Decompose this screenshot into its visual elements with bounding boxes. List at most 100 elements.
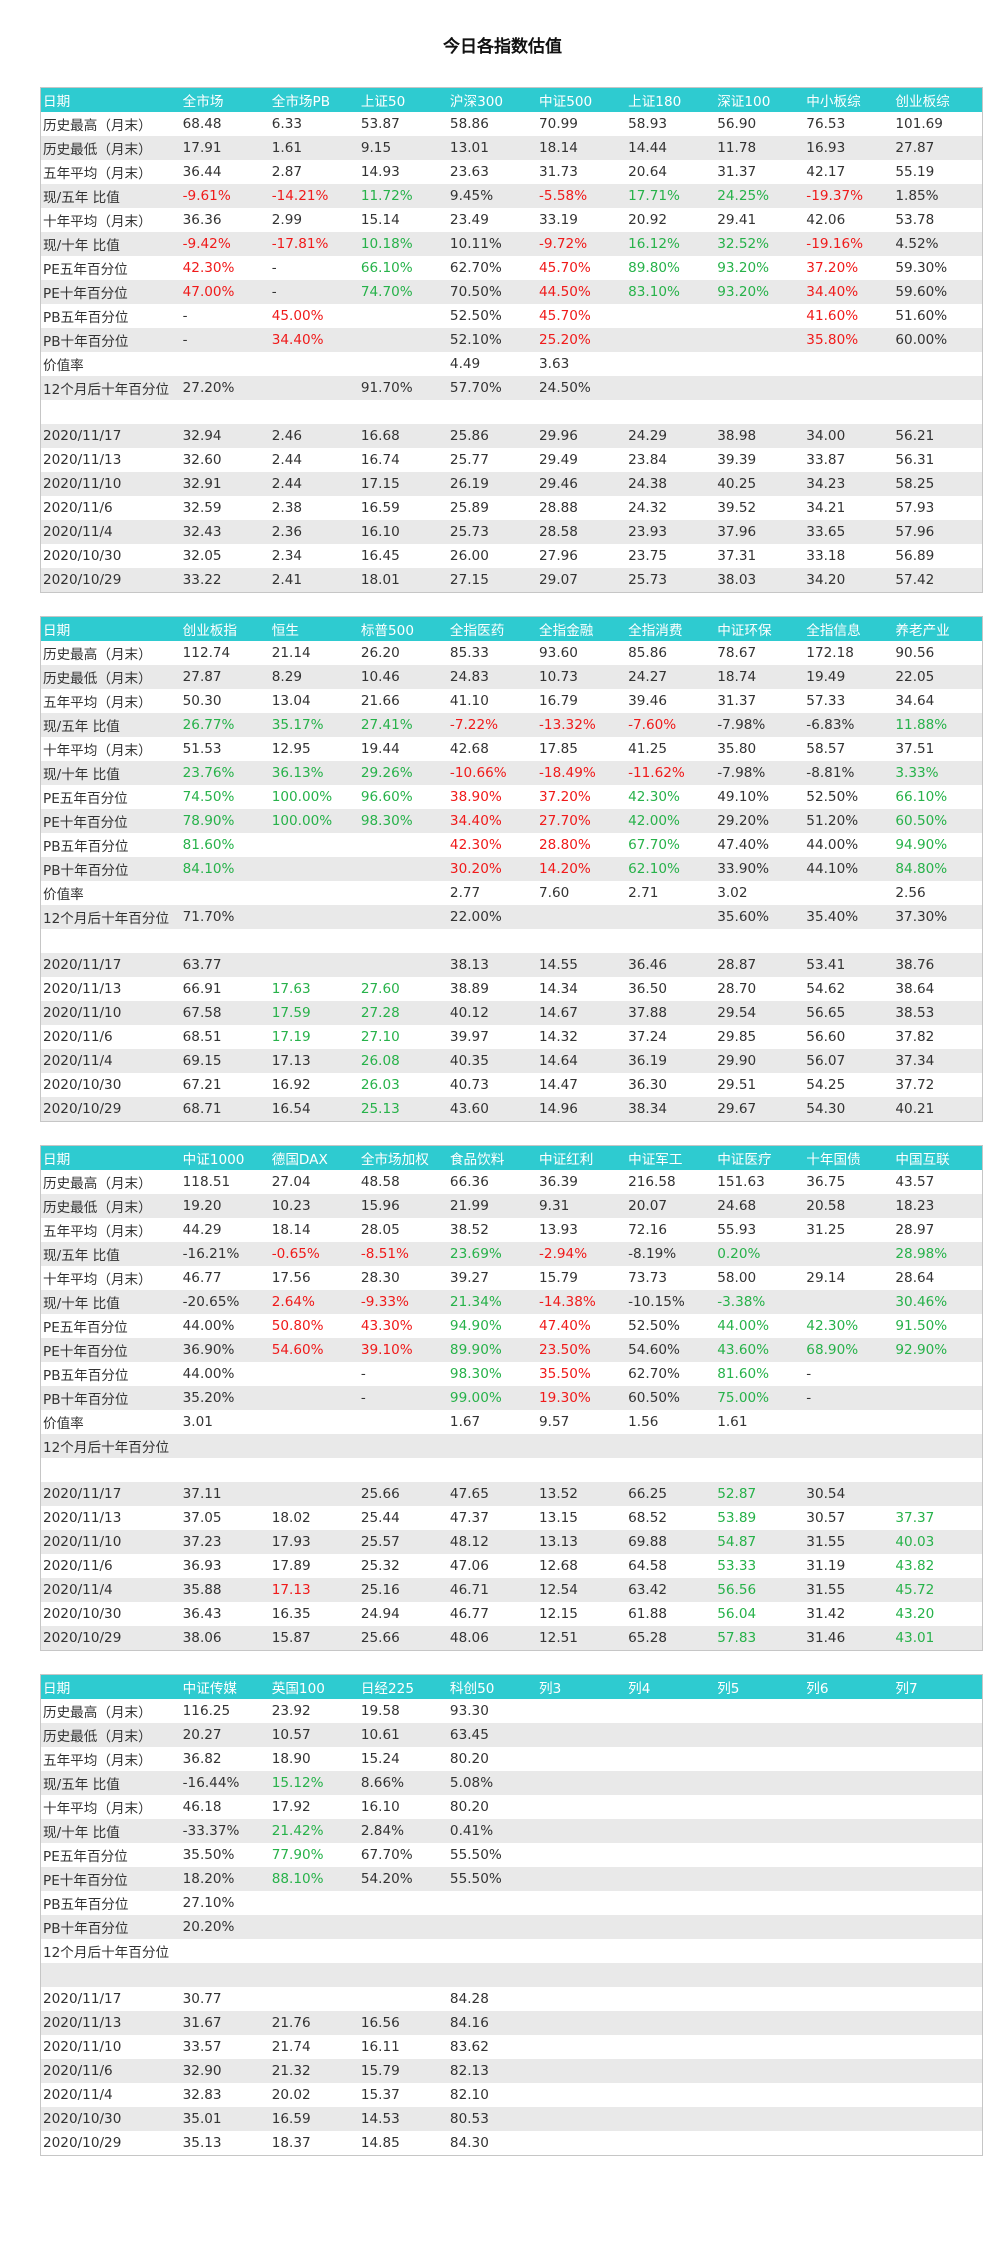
table-cell: 77.90%: [269, 1843, 359, 1867]
table-cell: 11.88%: [893, 713, 983, 737]
table-cell: [358, 1434, 448, 1458]
column-header: 列5: [715, 1674, 805, 1699]
table-cell: 27.15: [447, 568, 538, 593]
table-cell: 70.50%: [447, 280, 538, 304]
table-cell: [626, 905, 716, 929]
table-cell: 54.30: [804, 1097, 894, 1122]
table-cell: [358, 1891, 448, 1915]
table-cell: 29.26%: [358, 761, 448, 785]
table-cell: 36.46: [626, 953, 716, 977]
table-cell: 64.58: [626, 1554, 716, 1578]
table-cell: 48.06: [447, 1626, 538, 1651]
table-cell: 29.96: [537, 424, 627, 448]
table-cell: 52.50%: [447, 304, 538, 328]
table-cell: 25.20%: [537, 328, 627, 352]
table-cell: 85.86: [626, 641, 716, 665]
table-cell: 32.52%: [715, 232, 805, 256]
table-row: 价值率 4.49 3.63: [40, 352, 983, 376]
table-cell: 10.73: [537, 665, 627, 689]
table-cell: [537, 1723, 627, 1747]
table-cell: [180, 1939, 270, 1963]
table-cell: [626, 1771, 716, 1795]
table-cell: 56.04: [715, 1602, 805, 1626]
row-label: 现/十年 比值: [40, 1819, 181, 1843]
row-label: 2020/11/4: [40, 1049, 181, 1073]
table-cell: 35.17%: [269, 713, 359, 737]
table-cell: [537, 1939, 627, 1963]
column-header: 中证红利: [537, 1145, 627, 1170]
table-cell: -2.94%: [537, 1242, 627, 1266]
column-header: 英国100: [269, 1674, 359, 1699]
table-cell: 10.11%: [447, 232, 538, 256]
table-cell: 17.85: [537, 737, 627, 761]
table-cell: [715, 400, 805, 424]
row-label: 2020/11/6: [40, 1554, 181, 1578]
table-cell: 93.30: [447, 1699, 538, 1723]
column-header: 中小板综: [804, 87, 894, 112]
table-cell: 90.56: [893, 641, 983, 665]
table-cell: [715, 1987, 805, 2011]
table-cell: 63.42: [626, 1578, 716, 1602]
row-label: [40, 1963, 181, 1987]
row-label: 2020/11/17: [40, 953, 181, 977]
table-cell: 12.68: [537, 1554, 627, 1578]
table-cell: 25.73: [447, 520, 538, 544]
table-row: PE十年百分位 36.90% 54.60% 39.10% 89.90% 23.50% 54.…: [40, 1338, 983, 1362]
table-row: 2020/11/4 32.43 2.36 16.10 25.73 28.58 23.93 37…: [40, 520, 983, 544]
table-cell: [447, 1458, 538, 1482]
row-label: 2020/11/13: [40, 977, 181, 1001]
table-cell: 47.06: [447, 1554, 538, 1578]
row-label: 现/十年 比值: [40, 232, 181, 256]
table-cell: [358, 833, 448, 857]
table-cell: 58.57: [804, 737, 894, 761]
row-label: 2020/11/6: [40, 496, 181, 520]
row-label: 2020/10/29: [40, 568, 181, 593]
table-cell: 25.66: [358, 1626, 448, 1651]
table-cell: [626, 1939, 716, 1963]
table-cell: 29.67: [715, 1097, 805, 1122]
table-cell: 42.30%: [180, 256, 270, 280]
table-cell: -6.83%: [804, 713, 894, 737]
row-label: 十年平均（月末）: [40, 1795, 181, 1819]
table-cell: 39.27: [447, 1266, 538, 1290]
table-cell: [537, 1915, 627, 1939]
table-cell: 37.31: [715, 544, 805, 568]
column-header: 列6: [804, 1674, 894, 1699]
table-cell: 40.73: [447, 1073, 538, 1097]
row-label: 价值率: [40, 881, 181, 905]
table-cell: [893, 1482, 983, 1506]
table-cell: [626, 352, 716, 376]
table-cell: 29.46: [537, 472, 627, 496]
row-label: 历史最低（月末）: [40, 1194, 181, 1218]
table-cell: 56.56: [715, 1578, 805, 1602]
table-cell: [537, 905, 627, 929]
row-label: 2020/10/30: [40, 1073, 181, 1097]
table-row: PB五年百分位 27.10%: [40, 1891, 983, 1915]
table-cell: 1.67: [447, 1410, 538, 1434]
table-cell: 40.03: [893, 1530, 983, 1554]
table-cell: 216.58: [626, 1170, 716, 1194]
table-row: 2020/11/13 66.91 17.63 27.60 38.89 14.34 36.50…: [40, 977, 983, 1001]
table-row: PB五年百分位 -45.00% 52.50% 45.70% 41.60% 51.60%: [40, 304, 983, 328]
table-cell: 34.40%: [447, 809, 538, 833]
table-cell: 2.41: [269, 568, 359, 593]
table-cell: 58.00: [715, 1266, 805, 1290]
table-cell: 78.67: [715, 641, 805, 665]
column-header: 全指医药: [447, 616, 538, 641]
table-cell: 6.33: [269, 112, 359, 136]
table-cell: 34.21: [804, 496, 894, 520]
table-cell: 33.57: [180, 2035, 270, 2059]
table-cell: 83.10%: [626, 280, 716, 304]
row-label: 2020/11/13: [40, 1506, 181, 1530]
table-cell: -7.22%: [447, 713, 538, 737]
table-cell: 52.87: [715, 1482, 805, 1506]
table-cell: [447, 1963, 538, 1987]
row-label: 2020/11/17: [40, 1987, 181, 2011]
table-cell: 98.30%: [447, 1362, 538, 1386]
table-cell: 45.72: [893, 1578, 983, 1602]
table-cell: 35.13: [180, 2131, 270, 2156]
table-cell: 15.87: [269, 1626, 359, 1651]
table-cell: 37.05: [180, 1506, 270, 1530]
table-cell: 16.12%: [626, 232, 716, 256]
table-cell: 56.31: [893, 448, 983, 472]
